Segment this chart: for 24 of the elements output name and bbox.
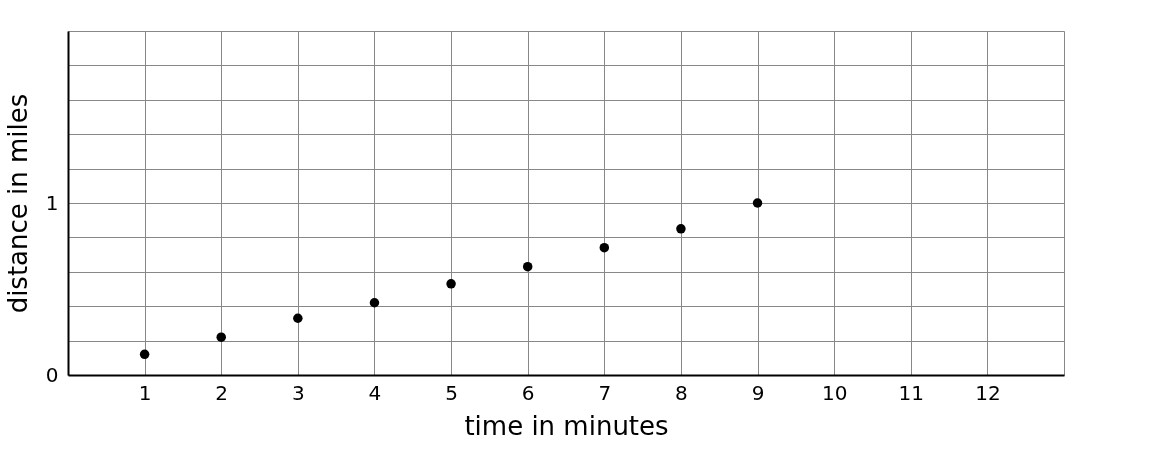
point (216, 332, 226, 342)
x-tick-label: 10 (821, 380, 848, 405)
point (446, 279, 456, 289)
x-tick-label: 2 (215, 380, 229, 405)
x-tick-label: 1 (138, 380, 152, 405)
x-axis-title: time in minutes (464, 410, 669, 441)
x-tick-label: 7 (598, 380, 612, 405)
y-axis-title: distance in miles (2, 93, 33, 314)
x-tick-label: 8 (675, 380, 688, 405)
x-tick-label: 6 (521, 380, 535, 405)
point (676, 224, 686, 234)
x-tick-label: 9 (751, 380, 765, 405)
x-tick-label: 3 (291, 380, 305, 405)
y-tick-label: 0 (45, 362, 59, 387)
point (139, 349, 150, 360)
point (369, 298, 380, 308)
point (599, 242, 610, 253)
x-tick-label: 5 (445, 380, 458, 405)
x-tick-label: 12 (975, 380, 1001, 405)
x-tick-label: 11 (898, 380, 924, 405)
point (522, 261, 533, 272)
point (293, 313, 303, 323)
point (752, 198, 763, 208)
x-tick-label: 4 (368, 380, 382, 405)
